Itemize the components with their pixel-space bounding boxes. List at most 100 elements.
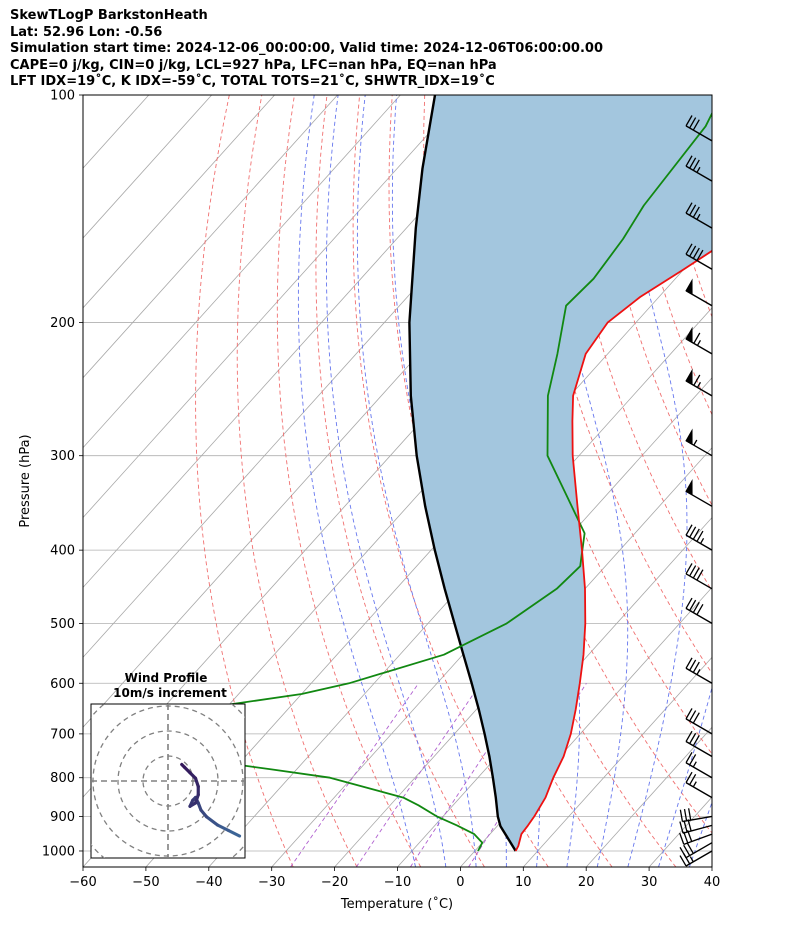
wind-barb — [685, 155, 713, 182]
barb-half-flag — [692, 781, 697, 788]
x-tick-label: −40 — [195, 875, 222, 890]
barb-flag — [685, 657, 693, 669]
barb-half-flag — [692, 761, 697, 768]
dry-adiabat-line — [489, 95, 712, 755]
wind-barb — [685, 730, 713, 758]
barb-half-flag — [689, 856, 694, 863]
barb-flag — [689, 157, 697, 169]
barb-flag — [689, 659, 697, 671]
wind-barb — [679, 808, 713, 823]
barb-flag — [689, 245, 697, 257]
barb-half-flag — [696, 339, 702, 346]
hodograph-segment — [215, 823, 231, 833]
barb-flag — [692, 206, 700, 218]
barb-flag — [685, 202, 693, 214]
dry-adiabat-line — [423, 95, 677, 867]
x-tick-label: −20 — [321, 875, 348, 890]
barb-flag — [679, 855, 687, 867]
barb-flag — [693, 332, 701, 344]
wind-barb — [685, 428, 713, 457]
mixing-ratio-line — [410, 683, 533, 867]
isotherm-line — [775, 95, 794, 867]
barb-shaft — [685, 718, 713, 735]
barb-flag — [692, 567, 700, 579]
barb-flag — [689, 117, 697, 129]
barb-half-flag — [696, 213, 701, 220]
y-tick-label: 400 — [50, 544, 75, 559]
isotherm-line — [83, 95, 212, 239]
barb-flag — [685, 243, 693, 255]
x-tick-label: 10 — [515, 875, 532, 890]
barb-half-flag — [693, 439, 698, 446]
barb-flag — [685, 155, 693, 167]
chart-header: SkewTLogP BarkstonHeath Lat: 52.96 Lon: … — [10, 8, 603, 91]
wind-barb — [685, 479, 713, 507]
wind-barb — [685, 771, 713, 799]
hodograph-segment — [226, 828, 242, 838]
barb-flag — [679, 832, 685, 845]
wind-barb — [685, 524, 713, 551]
barb-shaft — [682, 824, 713, 834]
dewpoint-profile-line — [107, 111, 712, 852]
barb-flag — [692, 159, 700, 171]
temperature-profile-line — [514, 249, 712, 852]
y-tick-label: 700 — [50, 727, 75, 742]
inset-title: Wind Profile — [125, 671, 208, 685]
barb-flag — [679, 809, 684, 822]
isotherm-line — [271, 377, 712, 867]
barb-shaft — [685, 534, 713, 551]
x-tick-label: −10 — [384, 875, 411, 890]
wind-barbs — [679, 115, 713, 867]
dry-adiabat-line — [195, 95, 294, 867]
x-tick-label: 20 — [578, 875, 595, 890]
isotherm-line — [523, 656, 712, 867]
mixing-ratio-line — [355, 683, 482, 867]
barb-flag — [687, 819, 692, 832]
barb-flag — [696, 569, 704, 581]
moist-adiabat-line — [297, 95, 416, 867]
wind-barb — [679, 830, 713, 846]
barb-flag — [685, 524, 693, 536]
barb-shaft — [682, 815, 713, 823]
dry-adiabat-line — [276, 95, 422, 867]
barb-shaft — [685, 165, 713, 182]
y-tick-label: 800 — [50, 771, 75, 786]
barb-flag — [696, 530, 704, 542]
wind-barb — [685, 202, 713, 229]
isotherm-line — [334, 447, 712, 867]
barb-flag — [689, 754, 697, 766]
x-tick-label: −30 — [258, 875, 285, 890]
barb-flag — [683, 844, 691, 856]
barb-flag — [685, 730, 693, 742]
wind-barb — [685, 563, 713, 590]
isotherm-line — [460, 586, 712, 867]
barb-flag — [692, 601, 700, 613]
cin-shading — [409, 95, 712, 851]
barb-flag — [683, 831, 689, 844]
dry-adiabat-line — [587, 95, 712, 507]
barb-flag — [696, 603, 704, 616]
barb-flag — [693, 374, 701, 386]
barb-flag — [689, 732, 697, 744]
barb-shaft — [685, 667, 713, 684]
dry-adiabat-line — [236, 95, 358, 867]
stability-params: CAPE=0 j/kg, CIN=0 j/kg, LCL=927 hPa, LF… — [10, 57, 497, 73]
barb-flag — [692, 528, 700, 540]
isotherm-line — [83, 95, 464, 519]
inset-plot — [91, 704, 245, 858]
axes-layer: −60 −50 −40 −30 −20 −10 0 10 20 30 40 100 200 300 400 5… — [42, 89, 720, 891]
barb-flag — [689, 565, 697, 577]
barb-flag — [685, 708, 693, 720]
isotherm-line — [585, 726, 712, 867]
moist-adiabat-line — [720, 95, 794, 867]
x-tick-label: 40 — [704, 875, 721, 890]
wind-barb — [685, 657, 713, 684]
barb-half-flag — [700, 538, 705, 544]
barb-flag — [692, 712, 700, 724]
barb-shaft — [685, 842, 713, 859]
barb-pennant — [685, 278, 693, 296]
station-location: Lat: 52.96 Lon: -0.56 — [10, 24, 163, 40]
barb-flag — [692, 119, 700, 131]
